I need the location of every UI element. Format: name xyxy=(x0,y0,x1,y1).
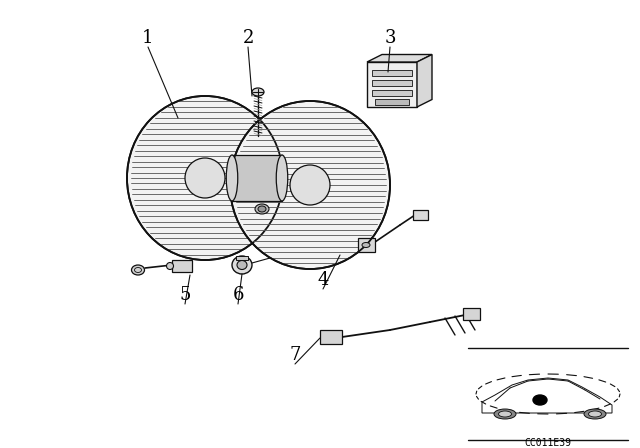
Polygon shape xyxy=(232,155,282,201)
Bar xyxy=(372,80,412,86)
Polygon shape xyxy=(236,256,248,260)
Text: 6: 6 xyxy=(232,286,244,304)
Ellipse shape xyxy=(185,158,225,198)
Ellipse shape xyxy=(237,260,247,270)
Text: 4: 4 xyxy=(317,271,329,289)
Ellipse shape xyxy=(290,165,330,205)
Polygon shape xyxy=(172,260,192,272)
Polygon shape xyxy=(463,308,480,320)
Ellipse shape xyxy=(494,409,516,419)
Ellipse shape xyxy=(276,155,288,201)
Bar xyxy=(372,90,412,96)
Bar xyxy=(375,99,409,105)
Text: 1: 1 xyxy=(142,29,154,47)
Ellipse shape xyxy=(230,101,390,269)
Polygon shape xyxy=(413,210,428,220)
Polygon shape xyxy=(367,55,432,62)
Ellipse shape xyxy=(255,204,269,214)
Polygon shape xyxy=(320,330,342,344)
Ellipse shape xyxy=(252,88,264,96)
Text: 5: 5 xyxy=(179,286,191,304)
Ellipse shape xyxy=(533,395,547,405)
Ellipse shape xyxy=(127,96,283,260)
Ellipse shape xyxy=(499,411,511,417)
Text: CC011E39: CC011E39 xyxy=(525,438,572,448)
Bar xyxy=(372,70,412,76)
Ellipse shape xyxy=(227,155,237,201)
Ellipse shape xyxy=(584,409,606,419)
Polygon shape xyxy=(417,55,432,107)
Ellipse shape xyxy=(362,242,370,247)
Text: 3: 3 xyxy=(384,29,396,47)
Ellipse shape xyxy=(589,411,602,417)
Text: 2: 2 xyxy=(243,29,253,47)
Ellipse shape xyxy=(166,263,173,270)
Ellipse shape xyxy=(258,206,266,212)
Ellipse shape xyxy=(232,256,252,274)
Text: 7: 7 xyxy=(289,346,301,364)
Polygon shape xyxy=(358,238,375,252)
Bar xyxy=(367,62,417,107)
Ellipse shape xyxy=(131,265,145,275)
